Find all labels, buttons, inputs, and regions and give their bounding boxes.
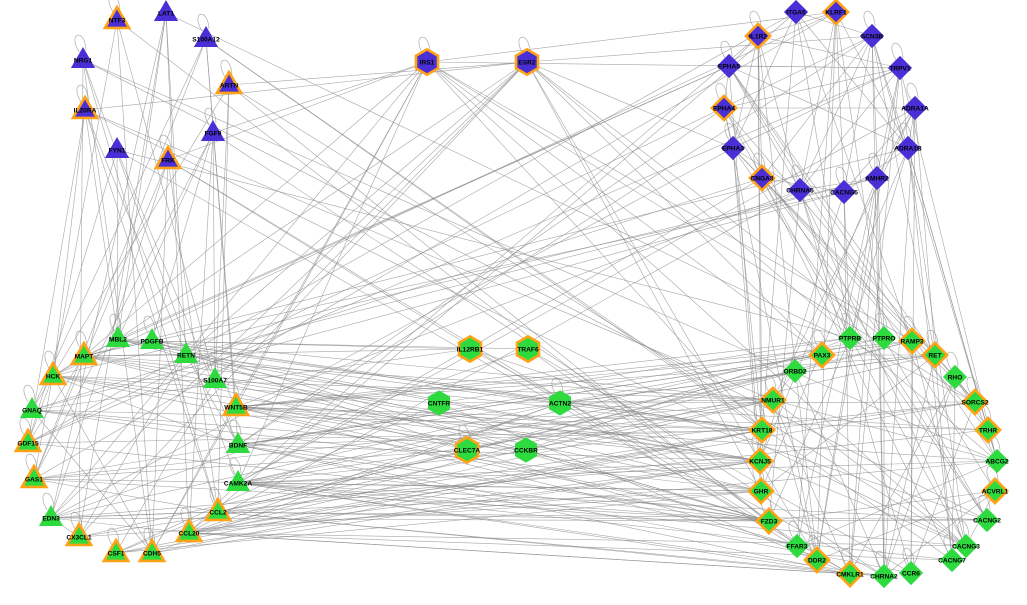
svg-text:CMKLR1: CMKLR1	[836, 572, 864, 579]
svg-text:RETN: RETN	[177, 353, 195, 360]
svg-text:DDR2: DDR2	[808, 558, 826, 565]
svg-text:ACVRL1: ACVRL1	[982, 489, 1009, 496]
svg-text:WNT5B: WNT5B	[224, 405, 248, 412]
svg-text:MBL2: MBL2	[109, 337, 127, 344]
svg-text:GNAQ: GNAQ	[22, 408, 42, 415]
svg-text:CDH5: CDH5	[143, 551, 161, 558]
svg-text:ESR2: ESR2	[518, 60, 536, 67]
svg-text:CCL2: CCL2	[209, 510, 227, 517]
svg-text:CAMK2A: CAMK2A	[224, 481, 252, 488]
svg-text:FZD3: FZD3	[761, 519, 778, 526]
svg-text:ARTN: ARTN	[220, 83, 239, 90]
svg-text:HCK: HCK	[46, 374, 61, 381]
svg-text:KLRF1: KLRF1	[825, 10, 847, 17]
svg-text:CNGA3: CNGA3	[750, 176, 773, 183]
svg-text:S100A12: S100A12	[192, 37, 220, 44]
svg-text:CCKBR: CCKBR	[514, 448, 538, 455]
svg-text:ORBD2: ORBD2	[783, 369, 806, 376]
svg-text:IL20RA: IL20RA	[74, 108, 97, 115]
svg-text:CHRNA5: CHRNA5	[786, 188, 814, 195]
svg-text:IRS1: IRS1	[420, 60, 435, 67]
svg-text:EPHA5: EPHA5	[718, 64, 740, 71]
svg-text:RHO: RHO	[948, 375, 963, 382]
svg-text:AMHR2: AMHR2	[865, 176, 889, 183]
svg-text:CACNG2: CACNG2	[973, 518, 1001, 525]
svg-text:FYN1: FYN1	[109, 148, 126, 155]
svg-text:NTF3: NTF3	[109, 18, 126, 25]
svg-text:RET: RET	[928, 353, 941, 360]
svg-text:PAX3: PAX3	[814, 353, 831, 360]
svg-text:MAPT: MAPT	[75, 354, 94, 361]
svg-text:IL12RB1: IL12RB1	[457, 347, 484, 354]
svg-text:S100A7: S100A7	[203, 378, 227, 385]
svg-text:GAS1: GAS1	[25, 477, 43, 484]
svg-text:KRT18: KRT18	[752, 428, 773, 435]
svg-text:CSF1: CSF1	[108, 551, 125, 558]
svg-text:CCL20: CCL20	[179, 531, 200, 538]
svg-text:BDNF: BDNF	[229, 443, 247, 450]
svg-text:CX3CL1: CX3CL1	[66, 535, 92, 542]
svg-text:PTPRB: PTPRB	[839, 336, 862, 343]
svg-text:SORCS2: SORCS2	[961, 400, 988, 407]
svg-text:SCN3B: SCN3B	[861, 34, 884, 41]
svg-text:NMUR1: NMUR1	[761, 398, 785, 405]
svg-text:RAMP3: RAMP3	[900, 339, 923, 346]
svg-text:PDGFB: PDGFB	[140, 339, 163, 346]
svg-text:TRPV1: TRPV1	[889, 66, 911, 73]
svg-text:CACNG5: CACNG5	[830, 190, 858, 197]
svg-text:PTPRO: PTPRO	[873, 336, 896, 343]
svg-text:TRHR: TRHR	[979, 428, 998, 435]
svg-text:IL1R2: IL1R2	[749, 34, 767, 41]
svg-text:ADRA1A: ADRA1A	[901, 106, 929, 113]
svg-text:CACNG3: CACNG3	[952, 544, 980, 551]
svg-text:TRAF6: TRAF6	[517, 347, 539, 354]
svg-text:ITGA5: ITGA5	[786, 10, 806, 17]
svg-text:ADRA1B: ADRA1B	[894, 146, 922, 153]
svg-text:GHR: GHR	[754, 489, 769, 496]
svg-text:CNTFR: CNTFR	[428, 401, 451, 408]
svg-text:CHRNA2: CHRNA2	[870, 574, 898, 581]
svg-text:CACNG7: CACNG7	[938, 558, 966, 565]
svg-text:CCR6: CCR6	[902, 571, 920, 578]
svg-text:EPHA4: EPHA4	[713, 106, 735, 113]
svg-text:NRG1: NRG1	[74, 58, 93, 65]
svg-text:FGF9: FGF9	[205, 131, 222, 138]
svg-text:ACTN2: ACTN2	[549, 401, 571, 408]
svg-text:FRK: FRK	[161, 158, 175, 165]
svg-text:EPHA3: EPHA3	[722, 146, 744, 153]
svg-text:LAT1: LAT1	[158, 11, 174, 18]
svg-text:CLEC7A: CLEC7A	[454, 448, 481, 455]
svg-text:FFAR3: FFAR3	[787, 544, 808, 551]
svg-text:GDF15: GDF15	[17, 441, 39, 448]
svg-text:EDN3: EDN3	[42, 516, 60, 523]
svg-text:ABCG2: ABCG2	[985, 459, 1008, 466]
svg-text:KCNJ5: KCNJ5	[749, 459, 771, 466]
